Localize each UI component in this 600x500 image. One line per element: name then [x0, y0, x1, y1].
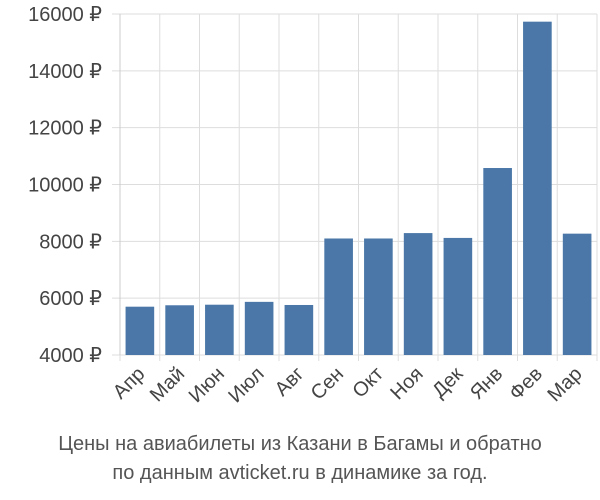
x-tick-label: Июл	[224, 363, 268, 407]
bar-Сен	[324, 238, 353, 355]
y-tick-label: 8000 ₽	[39, 231, 102, 253]
chart-caption: Цены на авиабилеты из Казани в Багамы и …	[0, 430, 600, 488]
y-tick-label: 10000 ₽	[28, 175, 102, 197]
bar-Окт	[364, 238, 393, 355]
y-tick-label: 16000 ₽	[28, 4, 102, 26]
bar-Мар	[562, 233, 592, 355]
bar-Апр	[125, 306, 155, 355]
bar-Янв	[483, 168, 512, 355]
x-tick-label: Дек	[428, 363, 467, 402]
x-tick-label: Окт	[349, 363, 388, 402]
x-tick-label: Мар	[543, 363, 586, 406]
y-tick-label: 12000 ₽	[28, 118, 102, 140]
y-tick-label: 4000 ₽	[39, 345, 102, 367]
bar-Июл	[244, 301, 274, 355]
x-tick-label: Сен	[307, 363, 348, 404]
x-tick-label: Янв	[466, 363, 507, 404]
x-tick-label: Май	[146, 363, 189, 406]
y-tick-label: 6000 ₽	[39, 288, 102, 310]
bar-Июн	[205, 304, 234, 355]
caption-line-1: Цены на авиабилеты из Казани в Багамы и …	[58, 433, 542, 455]
bar-Май	[165, 305, 194, 355]
bar-Авг	[284, 304, 314, 355]
y-tick-label: 14000 ₽	[28, 61, 102, 83]
x-tick-label: Авг	[271, 363, 309, 401]
x-tick-label: Фев	[505, 363, 547, 405]
chart-grid	[112, 13, 598, 361]
chart-bars	[125, 21, 592, 356]
bar-Ноя	[403, 233, 433, 355]
bar-Дек	[443, 237, 473, 355]
caption-line-2: по данным avticket.ru в динамике за год.	[112, 462, 488, 484]
x-tick-label: Ноя	[386, 363, 427, 404]
y-axis-ticks: 4000 ₽ 6000 ₽ 8000 ₽ 10000 ₽ 12000 ₽ 14000 ₽ 1…	[28, 4, 102, 367]
x-tick-label: Апр	[109, 363, 150, 404]
x-tick-label: Июн	[185, 363, 229, 407]
bar-Фев	[523, 21, 552, 356]
